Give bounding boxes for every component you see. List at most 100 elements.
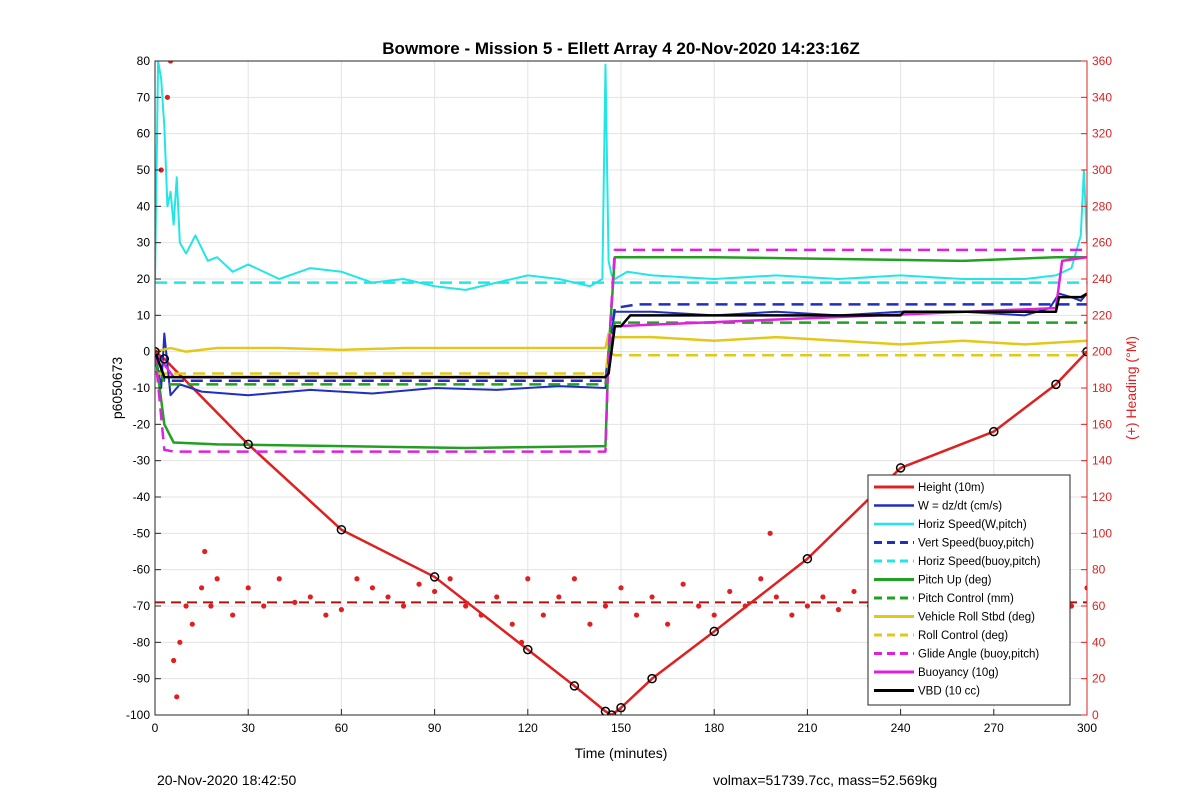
legend-label: Roll Control (deg) [918,630,1008,642]
heading-point [199,585,205,591]
x-tick-label: 270 [984,721,1004,735]
y2-tick-label: 160 [1092,417,1112,431]
y2-tick-label: 180 [1092,381,1112,395]
heading-point [307,594,313,600]
heading-point [230,612,236,618]
heading-point [525,576,531,582]
heading-point [742,603,748,609]
heading-point [158,167,164,173]
heading-point [767,530,773,536]
y2-tick-label: 240 [1092,272,1112,286]
height-marker [429,572,440,582]
heading-point [633,612,640,618]
height-marker [243,439,253,450]
height-marker [159,354,170,364]
x-tick-label: 300 [1077,721,1097,735]
heading-point [727,588,733,595]
y2-tick-label: 220 [1092,308,1112,322]
x-tick-label: 120 [518,721,538,735]
heading-point [292,599,298,605]
legend: Height (10m) W = dz/dt (cm/s) Horiz Speed(… [867,474,1071,706]
series-line [155,61,1087,291]
height-marker [802,554,813,564]
series-line [155,292,1087,379]
series-line [155,321,1087,386]
y2-tick-label: 280 [1092,199,1112,213]
y-tick-label: -70 [133,599,151,613]
x-tick-label: 240 [891,721,911,735]
legend-label: Vert Speed(buoy,pitch) [918,538,1034,550]
height-marker [606,710,617,715]
legend-label: Buoyancy (10g) [918,667,999,679]
x-axis: 0 30 60 90 120 150 180 210 240 270 300 [152,709,1097,735]
heading-point [518,639,525,645]
heading-point [1084,585,1087,591]
y2-tick-label: 260 [1092,236,1112,250]
y2-tick-label: 100 [1092,526,1112,540]
y-tick-label: -10 [133,381,151,395]
y-tick-label: 0 [143,345,150,359]
y-tick-label: -50 [133,526,151,540]
y2-tick-label: 200 [1092,345,1112,359]
heading-point [261,603,267,609]
legend-label: Pitch Up (deg) [918,575,992,587]
heading-point [202,548,208,555]
y2-tick-label: 360 [1092,54,1112,68]
y2-tick-label: 120 [1092,490,1112,504]
heading-point [183,603,189,609]
heading-point [680,581,686,587]
heading-point [385,594,391,600]
y2-tick-label: 140 [1092,454,1112,468]
y2-tick-label: 40 [1092,635,1106,649]
y2-tick-label: 20 [1092,672,1106,686]
heading-point [478,612,484,618]
heading-point [463,603,469,609]
y-tick-label: 10 [137,308,151,322]
series-line [155,332,1087,353]
y2-tick-label: 0 [1092,708,1099,722]
heading-point [711,612,717,618]
legend-label: Horiz Speed(buoy,pitch) [918,556,1041,568]
heading-point [167,61,174,64]
height-marker [569,681,580,691]
y-tick-label: -40 [133,490,151,504]
y2-axis-label: (+) Heading (°M) [1123,336,1139,440]
height-marker [989,426,999,437]
y2-tick-label: 320 [1092,127,1112,141]
legend-label: VBD (10 cc) [918,686,980,698]
legend-label: Glide Angle (buoy,pitch) [918,649,1039,661]
height-marker [1051,379,1061,390]
series-line [155,350,1087,715]
y-tick-label: 40 [137,199,151,213]
y-tick-label: -20 [133,417,151,431]
heading-point [696,603,702,609]
heading-point [556,594,562,600]
heading-point [494,594,500,600]
height-marker [895,463,906,473]
heading-point [820,594,826,600]
height-marker [523,644,533,655]
y-tick-label: 20 [137,272,151,286]
footer-timestamp: 20-Nov-2020 18:42:50 [157,772,297,788]
legend-label: W = dz/dt (cm/s) [918,501,1002,513]
y-tick-label: 70 [137,90,151,104]
y2-tick-label: 80 [1092,563,1106,577]
heading-point [354,576,360,582]
heading-point [773,594,779,600]
heading-point [276,576,282,582]
heading-point [851,588,857,595]
legend-label: Horiz Speed(W,pitch) [918,519,1027,531]
x-tick-label: 210 [797,721,817,735]
heading-point [587,621,593,627]
heading-point [540,612,546,618]
y-axis-label: p6050673 [109,357,125,420]
series-line [155,248,1087,453]
heading-point [245,585,251,591]
x-tick-label: 150 [611,721,631,735]
x-tick-label: 30 [242,721,256,735]
y-tick-label: -90 [133,672,151,686]
heading-point [602,603,609,609]
x-tick-label: 60 [335,721,349,735]
heading-point [509,621,515,627]
heading-point [447,576,453,582]
